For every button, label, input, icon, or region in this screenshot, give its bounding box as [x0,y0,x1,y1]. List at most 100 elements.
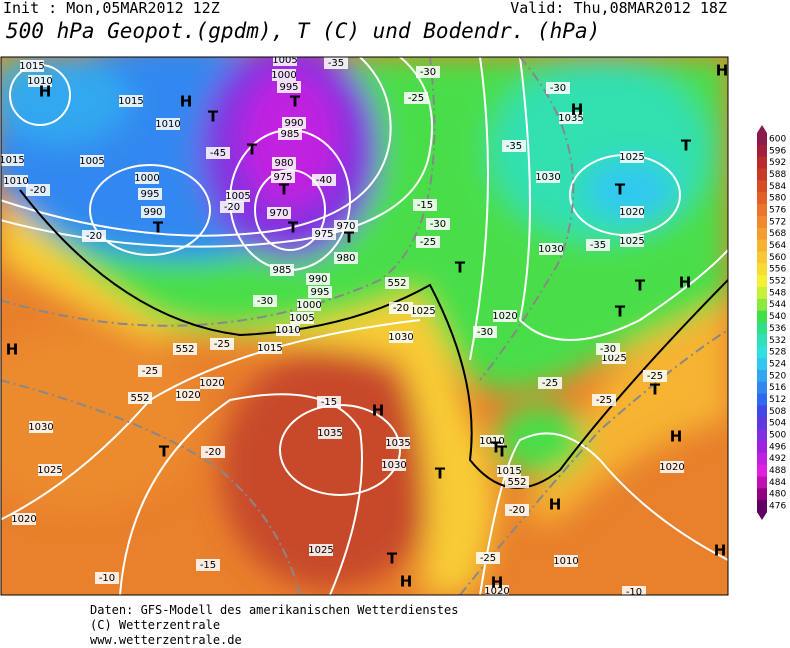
contour-label: -25 [647,371,663,382]
colorbar-cell [757,358,767,371]
contour-label: 1005 [272,55,297,66]
colorbar-label: 552 [769,277,786,287]
label-box [334,252,358,264]
colorbar-cell [757,417,767,430]
colorbar-cell [757,346,767,359]
label-box [38,464,62,476]
colorbar-label: 560 [769,253,786,263]
contour-label: -25 [214,339,230,350]
label-box [220,201,244,213]
contour-label: 1030 [28,422,53,433]
colorbar-label: 584 [769,182,786,192]
label-box [505,476,529,488]
contour-label: -30 [550,83,566,94]
footer-source: Daten: GFS-Modell des amerikanischen Wet… [90,603,458,617]
colorbar-label: 564 [769,241,786,251]
label-box [267,207,291,219]
pressure-center: H [180,93,193,111]
colorbar-label: 544 [769,300,786,310]
colorbar-label: 548 [769,288,786,298]
label-box [480,435,504,447]
label-box [258,342,282,354]
contour-label: 1035 [385,438,410,449]
label-box [135,172,159,184]
colorbar-label: 596 [769,146,786,156]
pressure-center: T [615,303,626,321]
colorbar-cell [757,204,767,217]
label-box [20,60,44,72]
contour-label: 1020 [175,390,200,401]
contour-label: 1015 [0,155,25,166]
contour-label: 1005 [79,156,104,167]
contour-label: 1020 [199,378,224,389]
colorbar-cell [757,168,767,181]
contour-label: -45 [210,148,226,159]
label-box [210,338,234,350]
colorbar-cap [757,512,767,520]
label-box [272,157,296,169]
label-box [539,243,563,255]
contour-label: -30 [430,219,446,230]
label-box [382,459,406,471]
contour-label: -20 [205,447,221,458]
label-box [317,396,341,408]
contour-label: 1020 [484,586,509,597]
label-box [546,82,570,94]
colorbar-label: 572 [769,217,786,227]
pressure-center: H [714,542,727,560]
colorbar-cell [757,192,767,205]
pressure-center: H [6,341,19,359]
label-box [176,389,200,401]
contour-label: -30 [420,67,436,78]
label-box [416,66,440,78]
contour-label: 1025 [308,545,333,556]
label-box [318,427,342,439]
label-box [95,572,119,584]
label-box [473,326,497,338]
contour-label: 552 [387,278,406,289]
label-box [386,437,410,449]
contour-label: 1030 [538,244,563,255]
contour-label: 1010 [3,176,28,187]
map-field: 1015101010151010100510009959901005970975… [0,55,729,597]
footer-url: www.wetterzentrale.de [90,633,242,647]
pressure-center: H [549,496,562,514]
contour-label: 980 [274,158,293,169]
pressure-center: H [716,62,729,80]
label-box [82,230,106,242]
valid-time: Valid: Thu,08MAR2012 18Z [510,0,727,17]
label-box [272,69,296,81]
contour-label: -15 [200,560,216,571]
colorbar-cell [757,180,767,193]
contour-label: 1000 [296,300,321,311]
contour-label: 995 [310,287,329,298]
colorbar-label: 484 [769,478,786,488]
contour-label: -25 [142,366,158,377]
contour-label: 1015 [118,96,143,107]
contour-label: 990 [308,274,327,285]
label-box [28,75,52,87]
colorbar-label: 588 [769,170,786,180]
contour-label: 1020 [11,514,36,525]
label-box [1,154,24,166]
pressure-center: T [247,141,258,159]
colorbar-label: 492 [769,454,786,464]
pressure-center: H [491,574,504,592]
label-box [592,394,616,406]
colorbar-cell [757,156,767,170]
map-labels: 1015101010151010100510009959901005970975… [0,55,729,597]
colorbar-label: 476 [769,502,786,512]
contour-label: 1020 [659,462,684,473]
colorbar-label: 532 [769,336,786,346]
pressure-center: T [153,219,164,237]
contour-label: 1010 [27,76,52,87]
label-box [309,544,333,556]
contour-label: 552 [507,477,526,488]
colorbar-cell [757,275,767,288]
label-box [334,220,358,232]
label-box [12,513,36,525]
pressure-center: H [400,573,413,591]
label-box [196,559,220,571]
contour-label: 985 [272,265,291,276]
label-box [416,236,440,248]
